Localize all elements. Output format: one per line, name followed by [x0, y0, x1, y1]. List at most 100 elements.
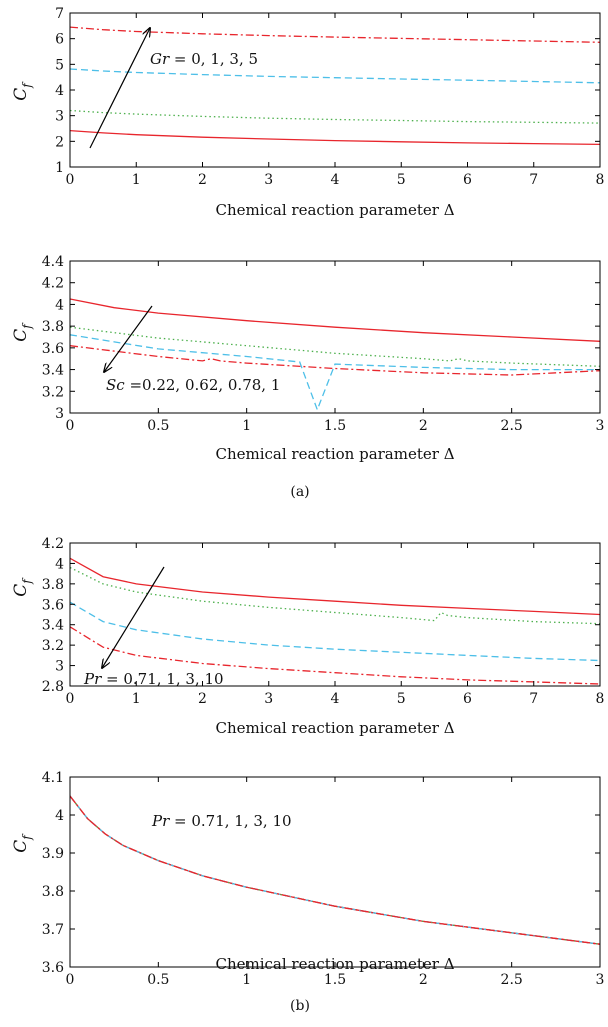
x-tick-label: 1 — [132, 172, 141, 188]
y-tick-label: 4 — [55, 556, 64, 572]
series-line-4 — [70, 626, 600, 685]
x-tick-label: 1.5 — [324, 972, 346, 988]
x-tick-label: 0 — [66, 972, 75, 988]
y-tick-label: 3.8 — [42, 577, 64, 593]
y-tick-label: 3.4 — [42, 618, 64, 634]
figure-caption-1: (a) — [290, 484, 309, 500]
x-tick-label: 1 — [242, 418, 251, 434]
chart-panel-3: 0 1 2 3 4 5 6 7 8 2.8 3 3.2 3.4 3.6 3.8 4 4.2 Chemical re… — [11, 536, 604, 737]
trend-arrow-icon — [102, 566, 165, 668]
annotation-values: =0.22, 0.62, 0.78, 1 — [125, 376, 281, 394]
x-tick-label: 3 — [596, 972, 605, 988]
annotation-text: Sc =0.22, 0.62, 0.78, 1 — [106, 376, 280, 394]
x-tick-label: 2.5 — [501, 418, 523, 434]
chart-panel-2: 0 0.5 1 1.5 2 2.5 3 3 3.2 3.4 3.6 3.8 4 4.2 4.4 Chemica… — [11, 254, 604, 463]
y-tick-label: 3.2 — [42, 384, 64, 400]
y-tick-label: 7 — [55, 6, 64, 22]
y-tick-label: 3.8 — [42, 884, 64, 900]
y-tick-label: 4.1 — [42, 770, 64, 786]
y-axis-label: Cf — [11, 322, 34, 342]
y-tick-label: 3.6 — [42, 341, 64, 357]
series-line-3 — [70, 795, 600, 945]
y-tick-label: 3.9 — [42, 846, 64, 862]
y-axis-label-sub: f — [20, 322, 34, 330]
series-line-2 — [70, 566, 600, 625]
y-axis-label: Cf — [11, 81, 34, 101]
series-line-1 — [70, 298, 600, 342]
x-tick-label: 1 — [132, 691, 141, 707]
series-line-3 — [70, 601, 600, 662]
x-tick-label: 2 — [419, 972, 428, 988]
plot-frame — [69, 776, 601, 968]
y-tick-label: 6 — [55, 32, 64, 48]
y-tick-label: 5 — [55, 57, 64, 73]
series-line-1 — [70, 795, 600, 945]
x-tick-label: 6 — [463, 172, 472, 188]
annotation-symbol: Pr — [151, 812, 170, 830]
series-line-1 — [70, 557, 600, 616]
x-tick-label: 5 — [397, 691, 406, 707]
x-tick-label: 1.5 — [324, 418, 346, 434]
y-tick-label: 4 — [55, 297, 64, 313]
y-axis-label-sub: f — [20, 833, 34, 841]
series-line-2 — [70, 326, 600, 367]
trend-arrow-icon — [89, 28, 150, 149]
y-tick-label: 2 — [55, 134, 64, 150]
annotation-text: Pr = 0.71, 1, 3, 10 — [83, 670, 224, 688]
x-tick-label: 0 — [66, 691, 75, 707]
series-line-2 — [70, 109, 600, 124]
y-tick-label: 3.8 — [42, 319, 64, 335]
y-axis-label: Cf — [11, 577, 34, 597]
y-tick-label: 3 — [55, 109, 64, 125]
chart-panel-4: 0 0.5 1 1.5 2 2.5 3 3.6 3.7 3.8 3.9 4 4.1 Chemical re… — [11, 770, 604, 988]
series-line-4 — [70, 26, 600, 43]
x-tick-label: 0 — [66, 418, 75, 434]
y-axis-label-sub: f — [20, 577, 34, 585]
y-tick-label: 3.2 — [42, 638, 64, 654]
annotation-values: = 0.71, 1, 3, 10 — [169, 812, 291, 830]
x-tick-label: 0.5 — [147, 972, 169, 988]
x-tick-label: 3 — [596, 418, 605, 434]
y-axis-label-main: C — [11, 584, 31, 597]
y-tick-label: 3 — [55, 406, 64, 422]
x-tick-label: 7 — [529, 691, 538, 707]
annotation-symbol: Sc — [106, 376, 125, 394]
annotation-text: Pr = 0.71, 1, 3, 10 — [151, 812, 292, 830]
x-tick-label: 0.5 — [147, 418, 169, 434]
y-tick-label: 4.2 — [42, 276, 64, 292]
series-line-4 — [70, 345, 600, 376]
plot-frame — [69, 542, 601, 687]
y-tick-label: 1 — [55, 160, 64, 176]
y-tick-label: 3.6 — [42, 960, 64, 976]
x-tick-label: 4 — [331, 172, 340, 188]
x-tick-label: 3 — [264, 691, 273, 707]
annotation-symbol: Gr — [150, 50, 170, 68]
annotation-values: = 0.71, 1, 3, 10 — [101, 670, 223, 688]
series-line-1 — [70, 129, 600, 146]
y-axis-label: Cf — [11, 833, 34, 853]
y-tick-label: 4.2 — [42, 536, 64, 552]
x-axis-label: Chemical reaction parameter Δ — [215, 719, 454, 737]
x-tick-label: 8 — [596, 691, 605, 707]
annotation-values: = 0, 1, 3, 5 — [169, 50, 258, 68]
y-tick-label: 3 — [55, 659, 64, 675]
y-tick-label: 4.4 — [42, 254, 64, 270]
series-line-2 — [70, 795, 600, 945]
trend-arrow-icon — [104, 305, 153, 372]
series-line-3 — [70, 334, 600, 412]
x-tick-label: 2 — [198, 172, 207, 188]
y-tick-label: 3.6 — [42, 597, 64, 613]
y-tick-label: 2.8 — [42, 679, 64, 695]
x-tick-label: 2 — [419, 418, 428, 434]
x-tick-label: 6 — [463, 691, 472, 707]
x-tick-label: 0 — [66, 172, 75, 188]
y-tick-label: 3.4 — [42, 363, 64, 379]
plot-area — [70, 298, 600, 412]
x-axis-label: Chemical reaction parameter Δ — [215, 201, 454, 219]
x-axis-label: Chemical reaction parameter Δ — [215, 955, 454, 973]
annotation-symbol: Pr — [83, 670, 102, 688]
x-axis-label: Chemical reaction parameter Δ — [215, 445, 454, 463]
plot-area — [70, 26, 600, 146]
